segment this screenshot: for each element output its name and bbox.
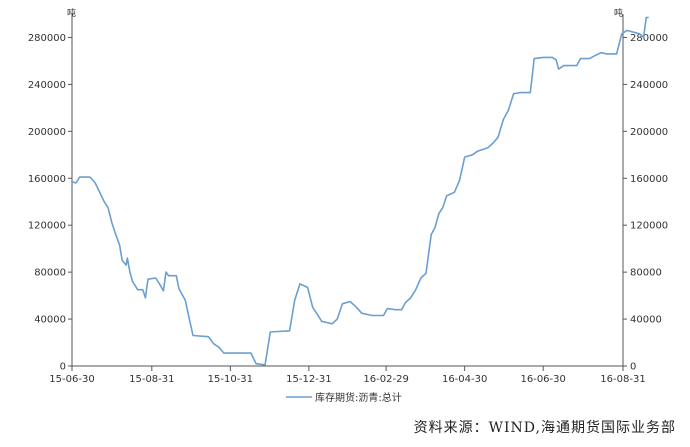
x-tick-label: 16-04-30	[442, 374, 487, 385]
series-layer	[71, 16, 649, 366]
y-tick-label-left: 80000	[34, 268, 66, 279]
axis-ticks: 0 0 40000 40000 80000 80000 120000 120000 160000…	[28, 33, 668, 385]
x-tick-label: 16-06-30	[520, 374, 565, 385]
right-axis-unit: 吨	[614, 7, 623, 19]
x-tick-label: 15-06-30	[49, 374, 94, 385]
y-tick-label-left: 280000	[28, 33, 66, 44]
series-line-asphalt-inventory	[71, 16, 649, 366]
y-tick-label-right: 240000	[630, 80, 668, 91]
source-note: 资料来源：WIND,海通期货国际业务部	[413, 420, 676, 436]
y-tick-label-right: 160000	[630, 174, 668, 185]
x-tick-label: 15-12-31	[286, 374, 331, 385]
x-tick-label: 16-08-31	[600, 374, 645, 385]
x-tick-label: 15-08-31	[129, 374, 174, 385]
legend: 库存期货:沥青:总计	[286, 391, 402, 404]
y-tick-label-left: 40000	[34, 315, 66, 326]
y-tick-label-left: 160000	[28, 174, 66, 185]
x-tick-label: 15-10-31	[208, 374, 253, 385]
y-tick-label-right: 200000	[630, 127, 668, 138]
y-tick-label-left: 0	[60, 362, 66, 373]
y-tick-label-right: 0	[630, 362, 636, 373]
y-tick-label-right: 80000	[630, 268, 662, 279]
y-tick-label-right: 120000	[630, 221, 668, 232]
y-tick-label-left: 120000	[28, 221, 66, 232]
y-tick-label-left: 240000	[28, 80, 66, 91]
axes	[71, 14, 624, 367]
left-axis-unit: 吨	[67, 7, 76, 19]
y-tick-label-right: 40000	[630, 315, 662, 326]
x-tick-label: 16-02-29	[363, 374, 408, 385]
y-tick-label-left: 200000	[28, 127, 66, 138]
legend-label: 库存期货:沥青:总计	[315, 391, 402, 404]
y-tick-label-right: 280000	[630, 33, 668, 44]
